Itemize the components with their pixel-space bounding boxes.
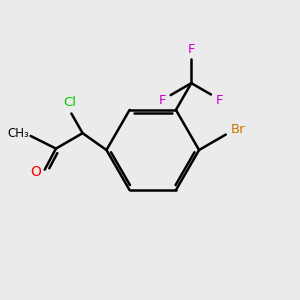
Text: O: O (30, 165, 41, 179)
Text: Br: Br (231, 123, 246, 136)
Text: F: F (216, 94, 223, 106)
Text: Cl: Cl (64, 96, 76, 110)
Text: F: F (158, 94, 166, 107)
Text: F: F (188, 43, 195, 56)
Text: CH₃: CH₃ (7, 127, 29, 140)
